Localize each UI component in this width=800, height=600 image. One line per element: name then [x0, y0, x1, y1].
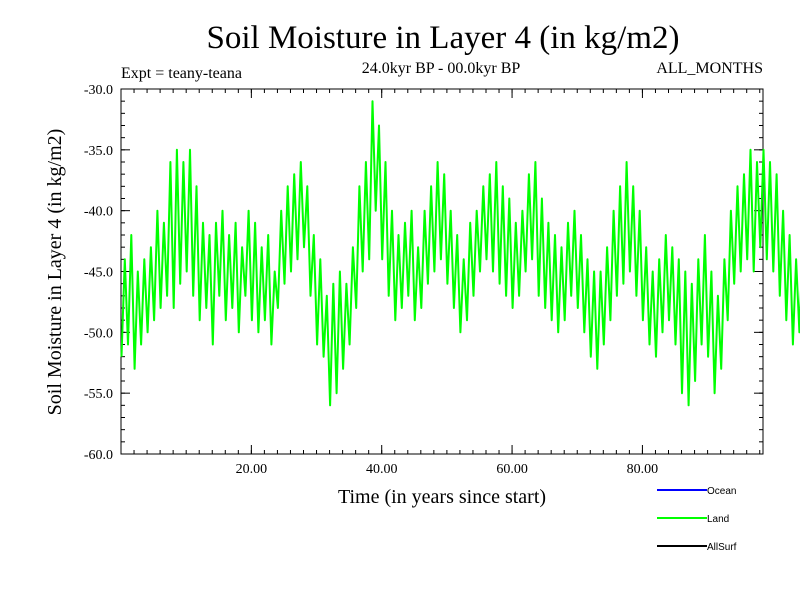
series-line-land [120, 100, 800, 407]
x-tick-label: 20.00 [236, 462, 268, 477]
y-tick-label: -55.0 [84, 387, 113, 402]
legend-label-land: Land [707, 514, 729, 525]
x-axis-ticks: 20.00 40.00 60.00 80.00 [236, 89, 659, 477]
legend-label-allsurf: AllSurf [707, 542, 737, 553]
time-range-label: 24.0kyr BP - 00.0kyr BP [362, 60, 521, 77]
y-tick-label: -50.0 [84, 326, 113, 341]
months-label: ALL_MONTHS [656, 60, 763, 77]
y-tick-label: -60.0 [84, 448, 113, 463]
plot-lines [120, 100, 800, 407]
x-tick-label: 60.00 [496, 462, 528, 477]
experiment-label: Expt = teany-teana [121, 65, 242, 82]
y-tick-label: -30.0 [84, 83, 113, 98]
y-tick-label: -40.0 [84, 205, 113, 220]
y-axis-label: Soil Moisture in Layer 4 (in kg/m2) [44, 129, 66, 416]
x-tick-label: 40.00 [366, 462, 398, 477]
chart-title: Soil Moisture in Layer 4 (in kg/m2) [207, 20, 680, 56]
x-axis-label: Time (in years since start) [338, 486, 546, 508]
legend: Ocean Land AllSurf [657, 486, 737, 553]
y-tick-label: -35.0 [84, 144, 113, 159]
x-tick-label: 80.00 [627, 462, 659, 477]
y-tick-label: -45.0 [84, 266, 113, 281]
legend-label-ocean: Ocean [707, 486, 736, 497]
